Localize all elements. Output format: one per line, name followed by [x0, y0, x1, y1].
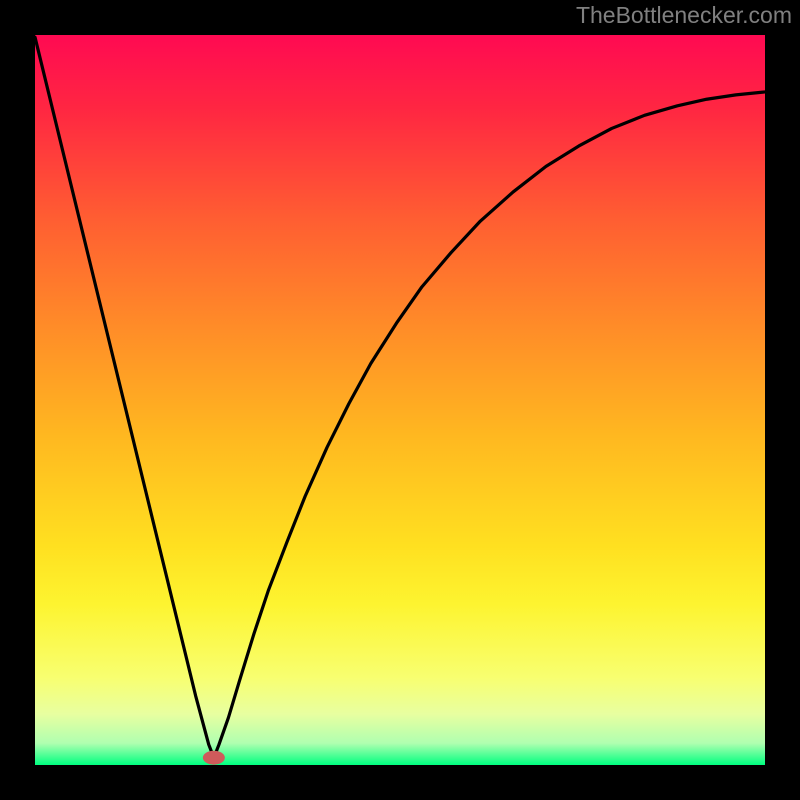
- minimum-marker: [203, 751, 225, 765]
- chart-root: TheBottlenecker.com: [0, 0, 800, 800]
- plot-area: [35, 35, 765, 765]
- watermark: TheBottlenecker.com: [576, 2, 792, 28]
- bottleneck-chart-svg: TheBottlenecker.com: [0, 0, 800, 800]
